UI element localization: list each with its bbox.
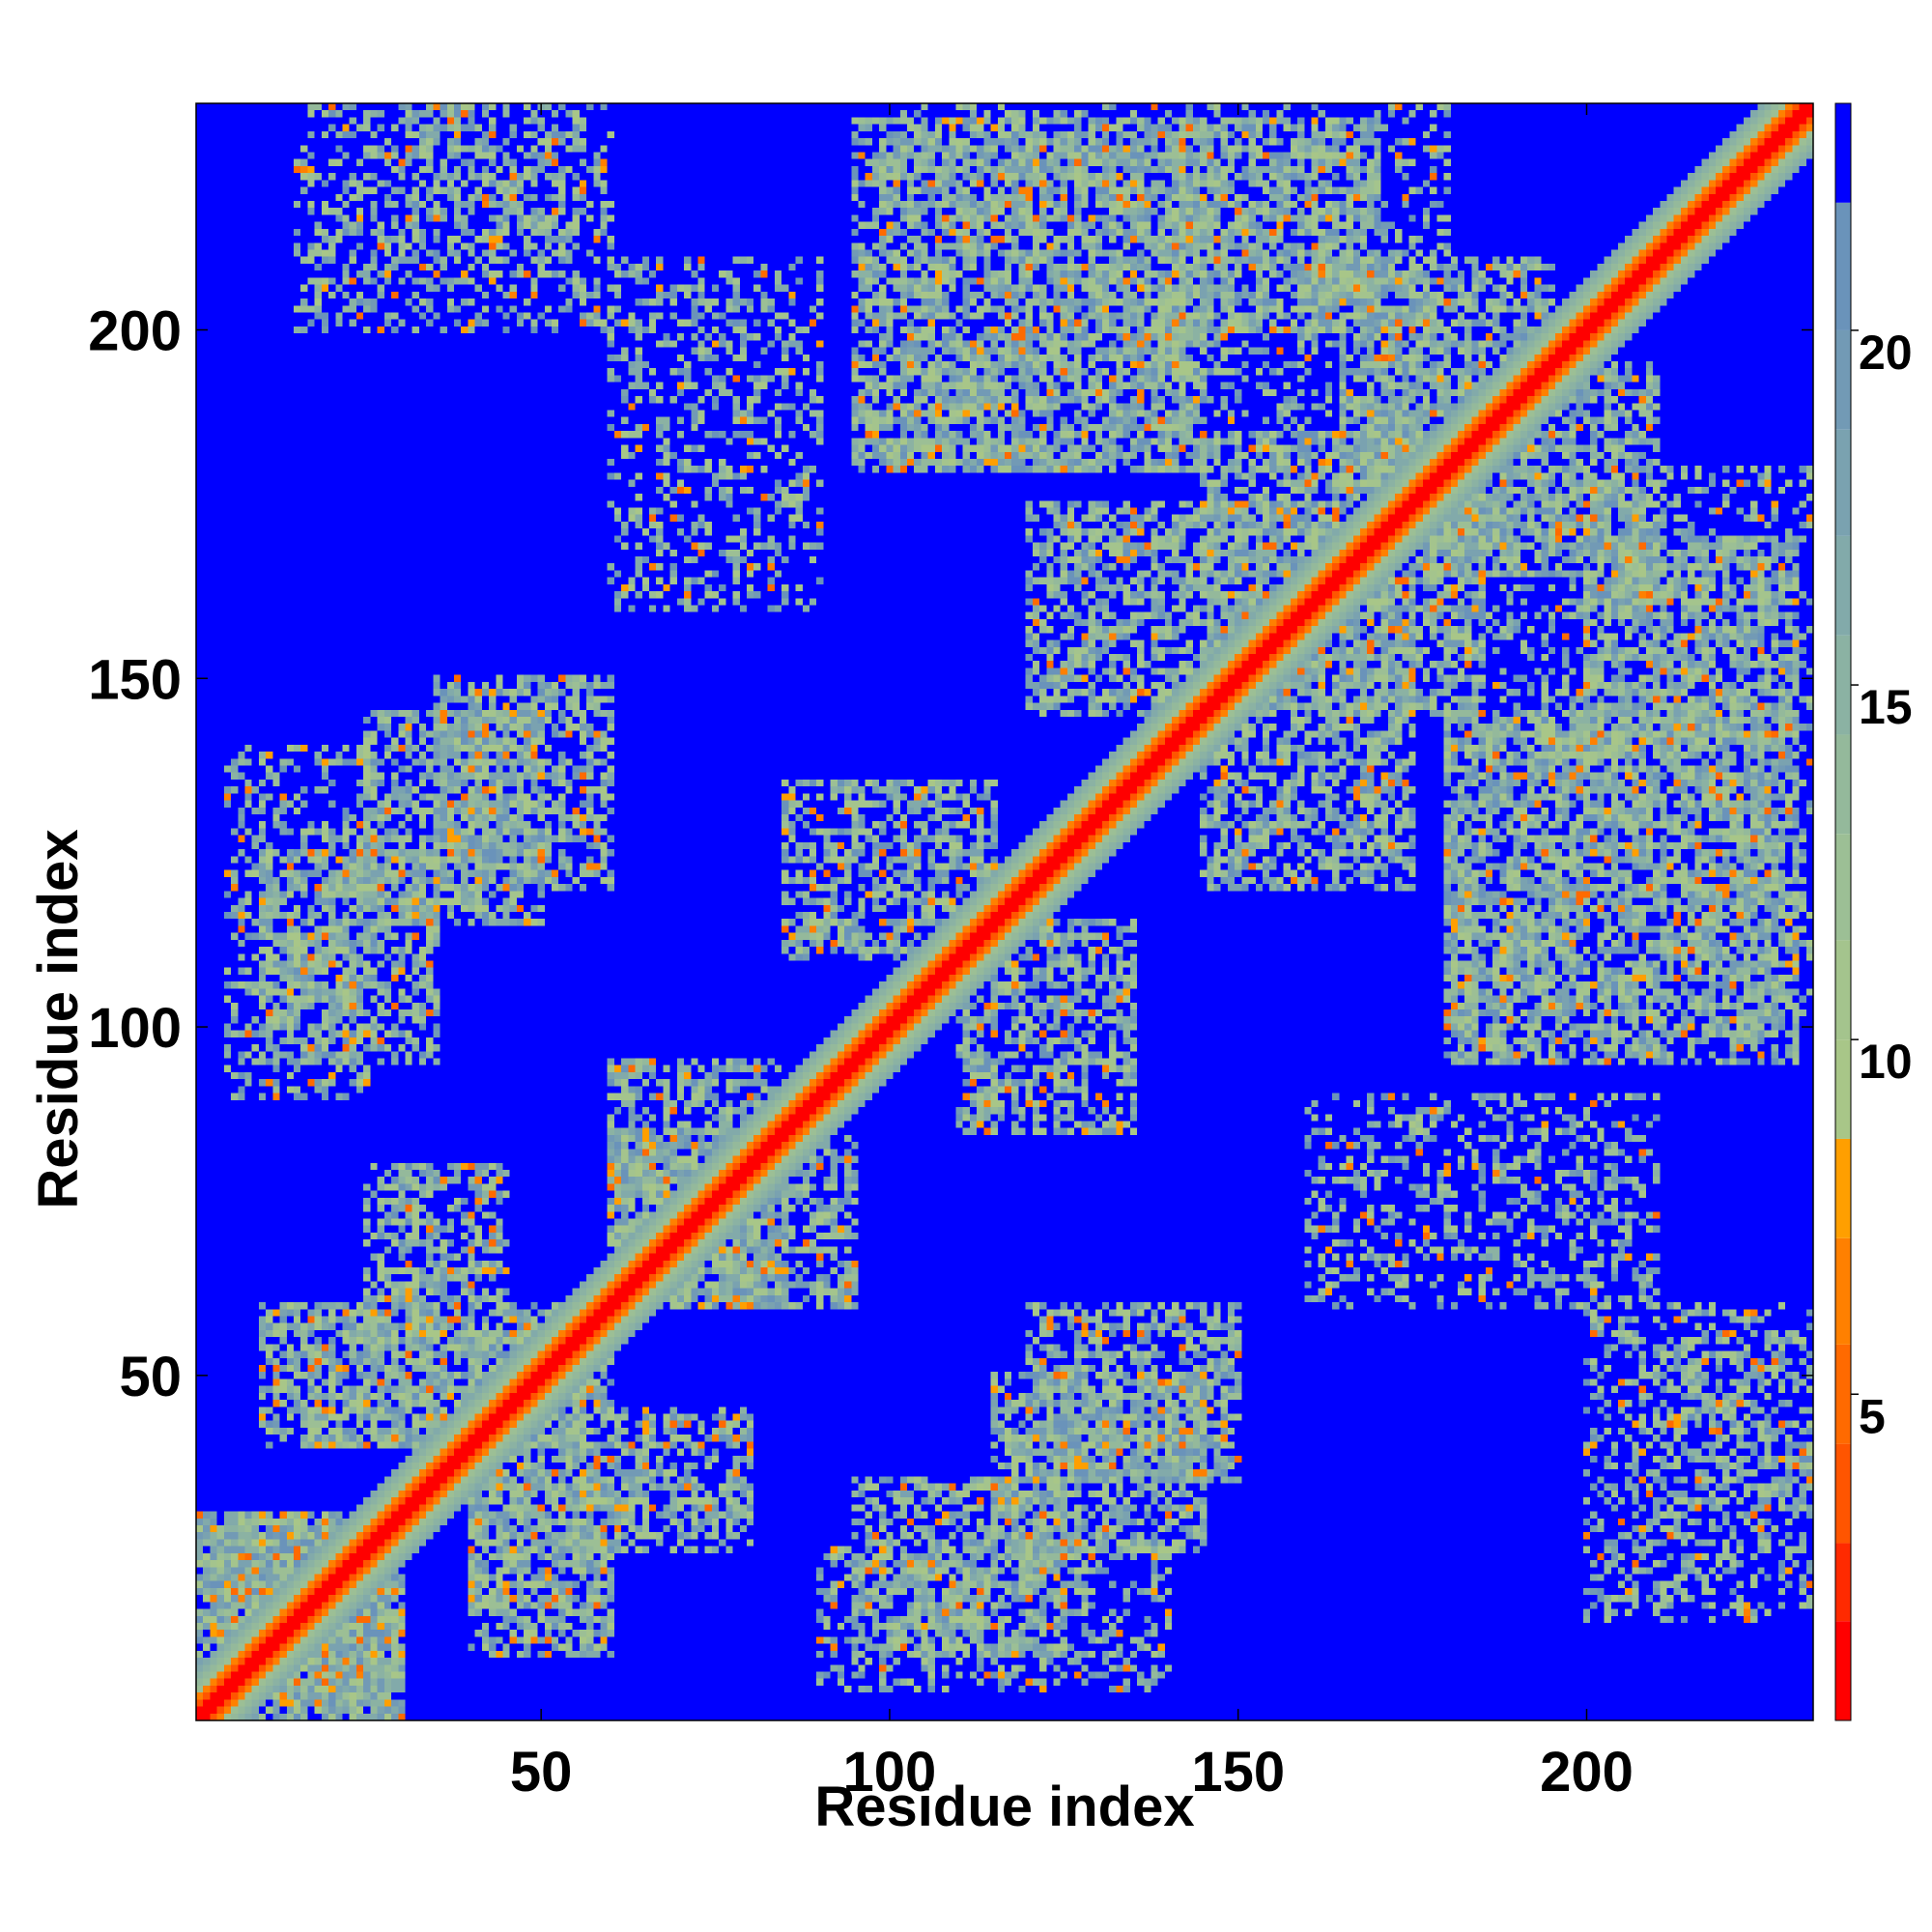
colorbar-segment <box>1835 1237 1851 1345</box>
colorbar-segment <box>1835 1443 1851 1544</box>
colorbar-tick-label: 10 <box>1859 1035 1913 1089</box>
x-tick-label: 200 <box>1540 1741 1634 1804</box>
y-tick-label: 150 <box>88 648 182 711</box>
y-tick-label: 200 <box>88 300 182 363</box>
x-axis-title: Residue index <box>814 1776 1194 1838</box>
colorbar-segment <box>1835 1344 1851 1444</box>
colorbar-segment <box>1835 329 1851 430</box>
colorbar-segment <box>1835 834 1851 941</box>
colorbar-segment <box>1835 734 1851 835</box>
colorbar-segment <box>1835 202 1851 330</box>
plot-frame <box>195 102 1814 1721</box>
x-tick-label: 150 <box>1191 1741 1285 1804</box>
colorbar-segment <box>1835 940 1851 1040</box>
x-axis: 50 100 150 200 <box>510 103 1634 1804</box>
x-tick-label: 100 <box>843 1741 937 1804</box>
colorbar-segment <box>1835 103 1851 203</box>
colorbar-tick-label: 20 <box>1859 326 1913 380</box>
colorbar-tick-label: 15 <box>1859 680 1913 734</box>
y-tick-label: 50 <box>119 1346 182 1408</box>
colorbar-frame <box>1834 102 1852 1721</box>
y-axis: 50 100 150 200 <box>88 300 1813 1408</box>
colorbar-segment <box>1835 429 1851 536</box>
colorbar-segment <box>1835 1621 1851 1720</box>
colorbar-segment <box>1835 1138 1851 1238</box>
heatmap-plot-area <box>196 103 1813 1720</box>
colorbar-segment <box>1835 535 1851 636</box>
x-tick-label: 50 <box>510 1741 573 1804</box>
colorbar: 5 10 15 20 <box>1834 102 1913 1721</box>
colorbar-tick-label: 5 <box>1859 1389 1886 1443</box>
y-axis-title: Residue index <box>27 829 90 1208</box>
colorbar-segment <box>1835 635 1851 735</box>
colorbar-segment <box>1835 1543 1851 1622</box>
y-tick-label: 100 <box>88 997 182 1060</box>
heatmap-cells <box>196 103 1813 1720</box>
colorbar-segment <box>1835 1039 1851 1139</box>
